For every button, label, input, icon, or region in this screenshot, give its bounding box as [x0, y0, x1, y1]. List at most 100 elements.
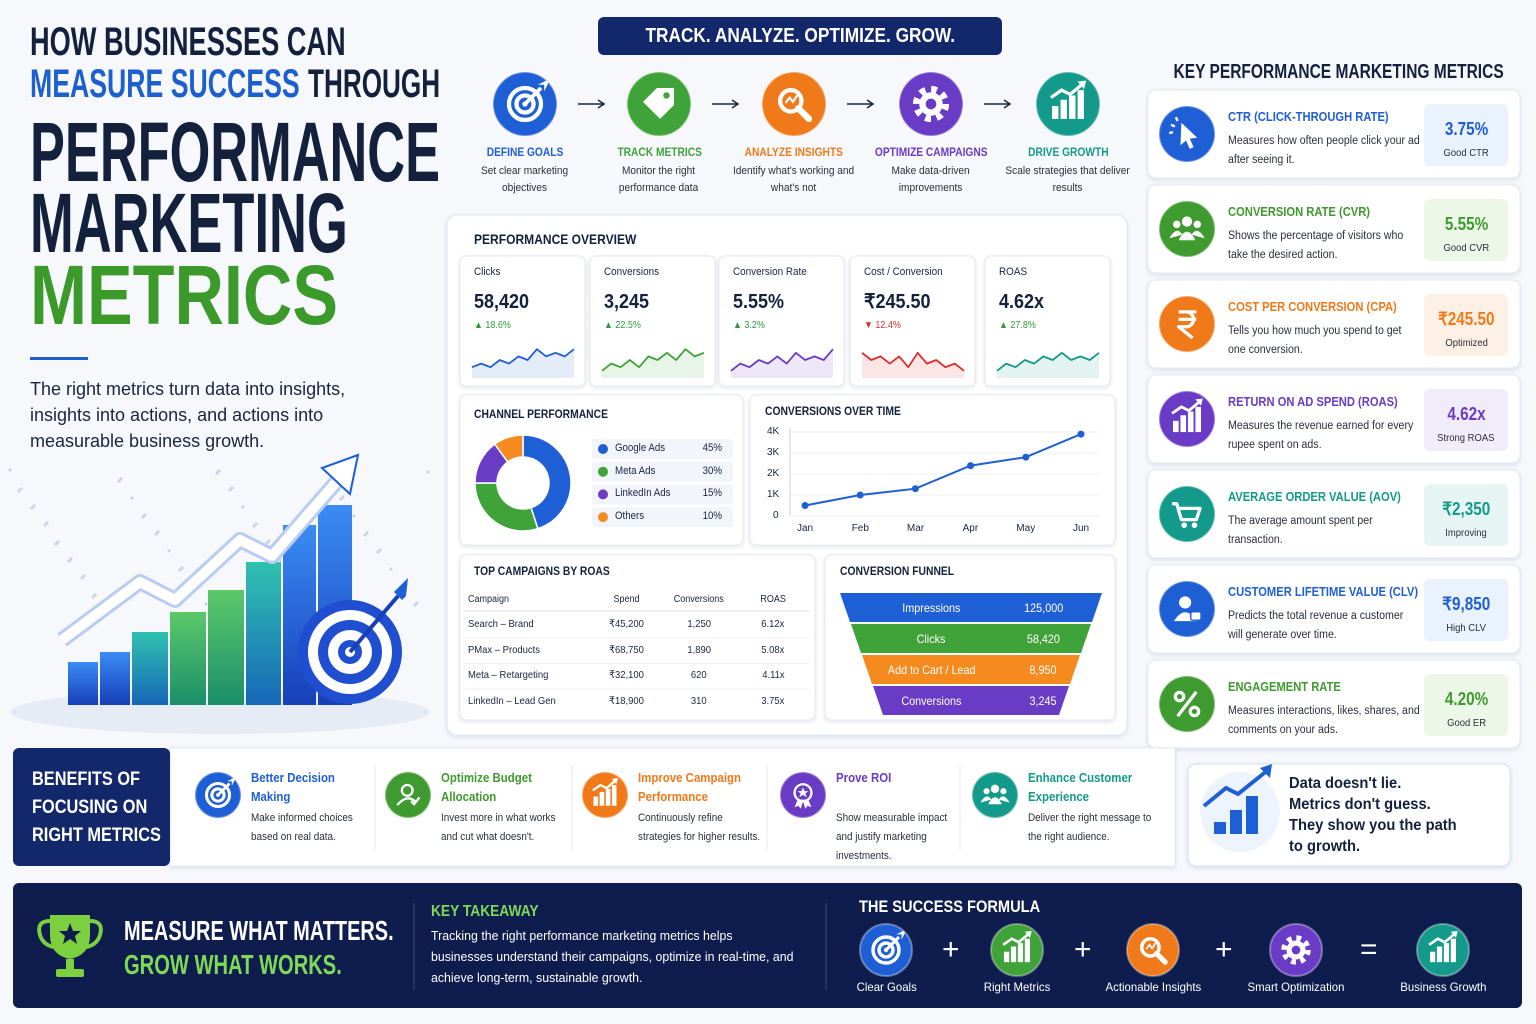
glyph — [1191, 522, 1198, 528]
icon — [1139, 936, 1168, 965]
glyph — [1176, 690, 1198, 718]
step-title: OPTIMIZE CAMPAIGNS — [874, 145, 988, 159]
icon-bg — [971, 771, 1019, 819]
table-cell: 1,250 — [687, 618, 711, 630]
metric-note: High CLV — [1446, 622, 1486, 634]
map-dot — [217, 469, 221, 473]
table-header: ROAS — [760, 594, 786, 605]
glyph — [1060, 99, 1067, 119]
table-header: Campaign — [468, 594, 510, 605]
sparkline — [861, 351, 965, 372]
kpi-change: ▲ 3.2% — [733, 320, 765, 331]
line-point — [1077, 430, 1085, 438]
kpi-label: ROAS — [999, 266, 1028, 278]
formula-operator: = — [1360, 933, 1378, 966]
map-dot — [413, 603, 417, 607]
line-point — [801, 502, 809, 509]
formula-label: Clear Goals — [856, 980, 917, 994]
glyph — [1052, 106, 1059, 119]
glyph — [1153, 950, 1168, 965]
glyph — [1168, 116, 1179, 135]
metric-title: AVERAGE ORDER VALUE (AOV) — [1228, 489, 1401, 504]
funnel-stage — [862, 655, 1080, 684]
illustration-arrowhead — [320, 453, 360, 496]
table-cell: ₹68,750 — [608, 643, 644, 656]
map-dot — [119, 477, 123, 481]
spark-area — [862, 352, 964, 378]
step-desc: Monitor the right performance data — [619, 165, 699, 194]
formula-operator: + — [1215, 933, 1233, 966]
trophy-base — [56, 969, 84, 977]
metric-value-box — [1424, 579, 1508, 641]
kpi-card — [718, 255, 845, 387]
x-tick-label: Jun — [1073, 523, 1090, 534]
glyph — [1193, 220, 1201, 229]
glyph — [871, 935, 901, 965]
dart — [348, 594, 400, 654]
map-dot — [352, 514, 356, 518]
table-cell: 1,890 — [687, 643, 711, 656]
slogan-accent: GROW WHAT WORKS. — [124, 949, 342, 980]
table-cell: PMax – Products — [468, 643, 540, 656]
line — [804, 433, 1082, 507]
table-cell: 4.11x — [761, 669, 785, 681]
icon-bg — [1158, 295, 1216, 353]
kpi-change: ▼ 12.4% — [864, 320, 901, 331]
glyph — [605, 788, 611, 806]
takeaway-title: KEY TAKEAWAY — [431, 903, 539, 920]
icon-bg — [1158, 485, 1216, 543]
quote-line: to growth. — [1289, 838, 1361, 855]
map-dot — [80, 576, 84, 580]
table-title: TOP CAMPAIGNS BY ROAS — [474, 564, 610, 578]
metric-title: CONVERSION RATE (CVR) — [1228, 204, 1371, 219]
benefits-title: BENEFITS OF FOCUSING ON RIGHT METRICS — [32, 769, 161, 846]
map-dot — [378, 548, 382, 552]
metric-value: ₹9,850 — [1441, 594, 1490, 614]
legend-label: Google Ads — [615, 442, 666, 454]
chart-title: CONVERSIONS OVER TIME — [765, 404, 901, 418]
kpi-label: Cost / Conversion — [864, 266, 943, 278]
line-point — [967, 462, 975, 470]
icon-bg — [1158, 390, 1216, 448]
x-tick-label: Jan — [797, 523, 814, 534]
map-dot — [130, 496, 134, 500]
glyph — [797, 787, 809, 798]
glyph — [1179, 596, 1192, 609]
map-dot — [363, 533, 367, 537]
slogan: MEASURE WHAT MATTERS. — [124, 915, 394, 946]
map-dot — [45, 521, 49, 525]
glyph — [1050, 82, 1084, 99]
step-desc: Set clear marketing objectives — [481, 165, 569, 194]
glyph — [1188, 705, 1201, 718]
icon — [1172, 502, 1202, 528]
step-desc: Scale strategies that deliver results — [1005, 165, 1131, 194]
glyph — [980, 796, 1010, 805]
glyph — [396, 797, 417, 806]
glyph — [506, 85, 544, 123]
funnel-stage — [851, 624, 1091, 653]
glyph — [599, 791, 605, 806]
glyph — [514, 93, 536, 115]
table-cell: 5.08x — [761, 643, 785, 656]
metric-value-box — [1424, 294, 1508, 356]
benefit-desc: Invest more in what works and cut what d… — [441, 812, 556, 843]
icon — [204, 778, 235, 809]
metric-desc: The average amount spent per transaction… — [1228, 515, 1373, 546]
kpi-change: ▲ 27.8% — [999, 320, 1036, 331]
kpi-card — [589, 255, 716, 387]
kpi-value: 5.55% — [733, 291, 785, 313]
metric-note: Good ER — [1446, 717, 1486, 729]
table-header: Spend — [612, 594, 639, 605]
glyph — [537, 80, 549, 92]
glyph — [593, 796, 599, 806]
metric-value: 3.75% — [1444, 119, 1488, 139]
map-dot — [365, 531, 369, 535]
glyph — [1436, 946, 1443, 963]
map-dot — [17, 489, 21, 493]
map-dot — [228, 488, 232, 492]
glyph — [611, 778, 619, 785]
map-dot — [230, 486, 234, 490]
glyph — [1430, 951, 1436, 963]
glyph — [1443, 943, 1450, 963]
glyph — [1010, 946, 1017, 963]
